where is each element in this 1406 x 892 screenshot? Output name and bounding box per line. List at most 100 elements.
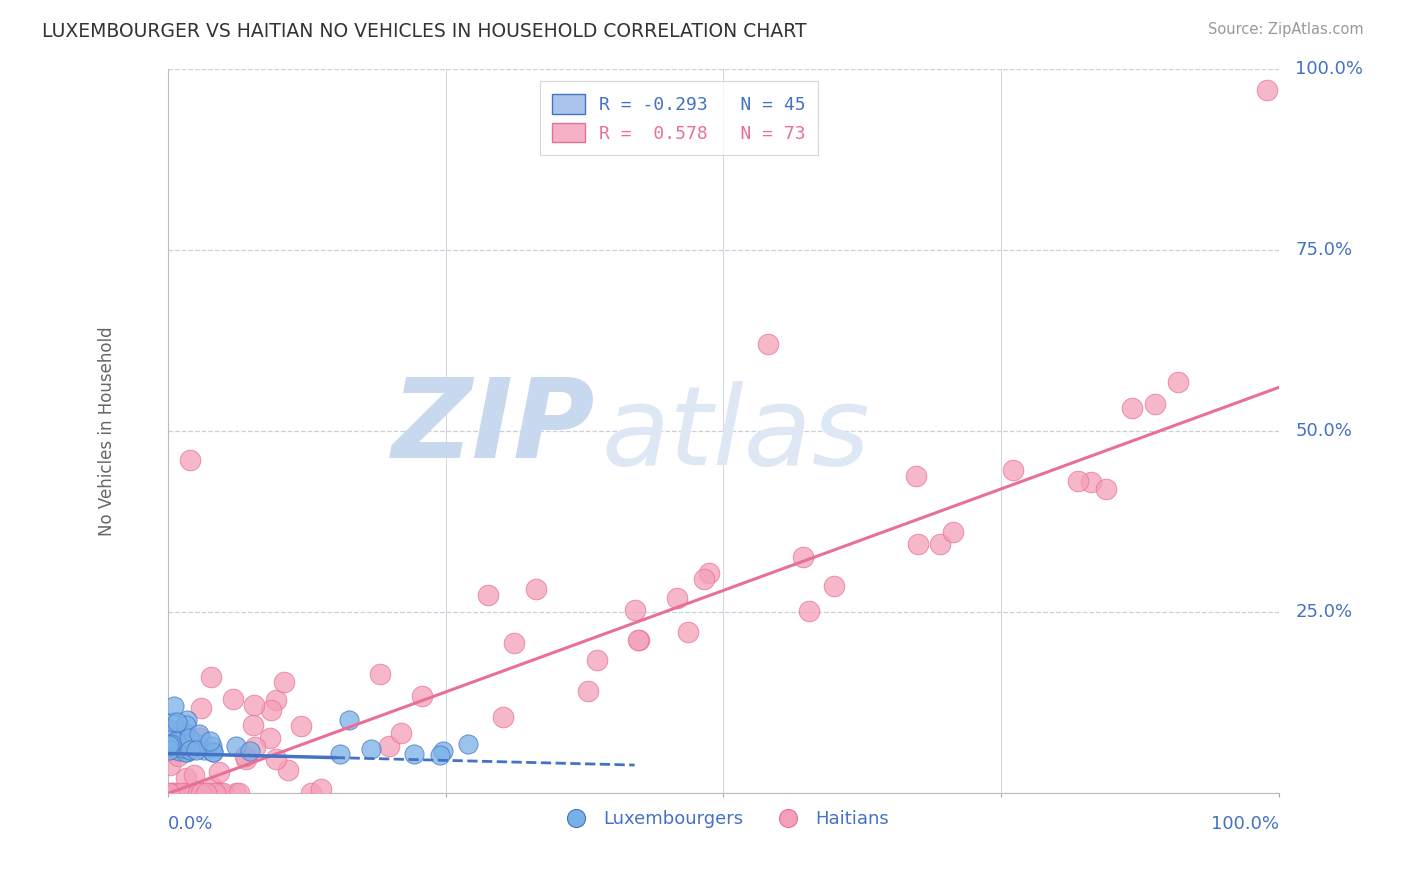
Point — [942, 524, 965, 539]
Point — [225, 739, 247, 754]
Point — [277, 764, 299, 778]
Point — [172, 740, 194, 755]
Point — [173, 786, 195, 800]
Point — [200, 670, 222, 684]
Point — [160, 739, 183, 753]
Point — [222, 692, 245, 706]
Point — [290, 719, 312, 733]
Point — [1167, 375, 1189, 389]
Point — [797, 604, 820, 618]
Point — [259, 703, 281, 717]
Point — [432, 744, 454, 758]
Point — [162, 786, 184, 800]
Point — [162, 699, 184, 714]
Point — [929, 537, 952, 551]
Point — [179, 731, 201, 745]
Point — [389, 725, 412, 739]
Point — [165, 733, 187, 747]
Point — [184, 743, 207, 757]
Point — [299, 786, 322, 800]
Point — [1080, 475, 1102, 490]
Point — [157, 740, 180, 755]
Point — [160, 742, 183, 756]
Point — [157, 738, 180, 752]
Point — [193, 743, 215, 757]
Point — [904, 468, 927, 483]
Point — [188, 727, 211, 741]
Point — [264, 693, 287, 707]
Point — [174, 718, 197, 732]
Point — [187, 786, 209, 800]
Point — [170, 786, 193, 800]
Text: 100.0%: 100.0% — [1295, 60, 1364, 78]
Point — [823, 579, 845, 593]
Point — [159, 758, 181, 772]
Point — [174, 745, 197, 759]
Point — [623, 603, 645, 617]
Point — [243, 739, 266, 754]
Point — [1121, 401, 1143, 415]
Point — [166, 714, 188, 729]
Point — [242, 718, 264, 732]
Point — [235, 751, 257, 765]
Point — [167, 749, 190, 764]
Text: Source: ZipAtlas.com: Source: ZipAtlas.com — [1208, 22, 1364, 37]
Point — [259, 731, 281, 746]
Text: ZIP: ZIP — [392, 374, 596, 481]
Point — [201, 745, 224, 759]
Point — [666, 591, 689, 606]
Point — [176, 771, 198, 785]
Point — [402, 747, 425, 761]
Point — [524, 582, 547, 596]
Text: 75.0%: 75.0% — [1295, 241, 1353, 259]
Point — [169, 737, 191, 751]
Point — [360, 741, 382, 756]
Point — [201, 745, 224, 759]
Point — [200, 733, 222, 747]
Point — [264, 752, 287, 766]
Text: 100.0%: 100.0% — [1211, 815, 1278, 833]
Point — [697, 566, 720, 580]
Point — [411, 690, 433, 704]
Point — [157, 786, 180, 800]
Point — [172, 728, 194, 742]
Point — [212, 786, 235, 800]
Point — [165, 786, 187, 800]
Point — [1066, 475, 1088, 489]
Point — [159, 722, 181, 736]
Point — [239, 743, 262, 757]
Point — [183, 768, 205, 782]
Text: No Vehicles in Household: No Vehicles in Household — [98, 326, 117, 536]
Point — [586, 653, 609, 667]
Point — [204, 786, 226, 800]
Text: LUXEMBOURGER VS HAITIAN NO VEHICLES IN HOUSEHOLD CORRELATION CHART: LUXEMBOURGER VS HAITIAN NO VEHICLES IN H… — [42, 22, 807, 41]
Point — [228, 786, 250, 800]
Point — [184, 736, 207, 750]
Point — [201, 780, 224, 795]
Point — [378, 739, 401, 753]
Point — [162, 739, 184, 753]
Point — [627, 632, 650, 647]
Point — [225, 786, 247, 800]
Point — [157, 743, 180, 757]
Point — [195, 786, 218, 800]
Text: atlas: atlas — [602, 381, 870, 488]
Point — [172, 741, 194, 756]
Point — [676, 625, 699, 640]
Point — [502, 636, 524, 650]
Text: 0.0%: 0.0% — [169, 815, 214, 833]
Point — [162, 714, 184, 729]
Point — [160, 731, 183, 745]
Point — [242, 698, 264, 712]
Point — [172, 734, 194, 748]
Point — [179, 743, 201, 757]
Point — [756, 337, 779, 351]
Point — [907, 537, 929, 551]
Point — [176, 745, 198, 759]
Point — [792, 550, 814, 565]
Point — [429, 747, 451, 762]
Point — [204, 786, 226, 800]
Point — [1256, 83, 1278, 97]
Text: 50.0%: 50.0% — [1295, 422, 1353, 440]
Point — [188, 731, 211, 746]
